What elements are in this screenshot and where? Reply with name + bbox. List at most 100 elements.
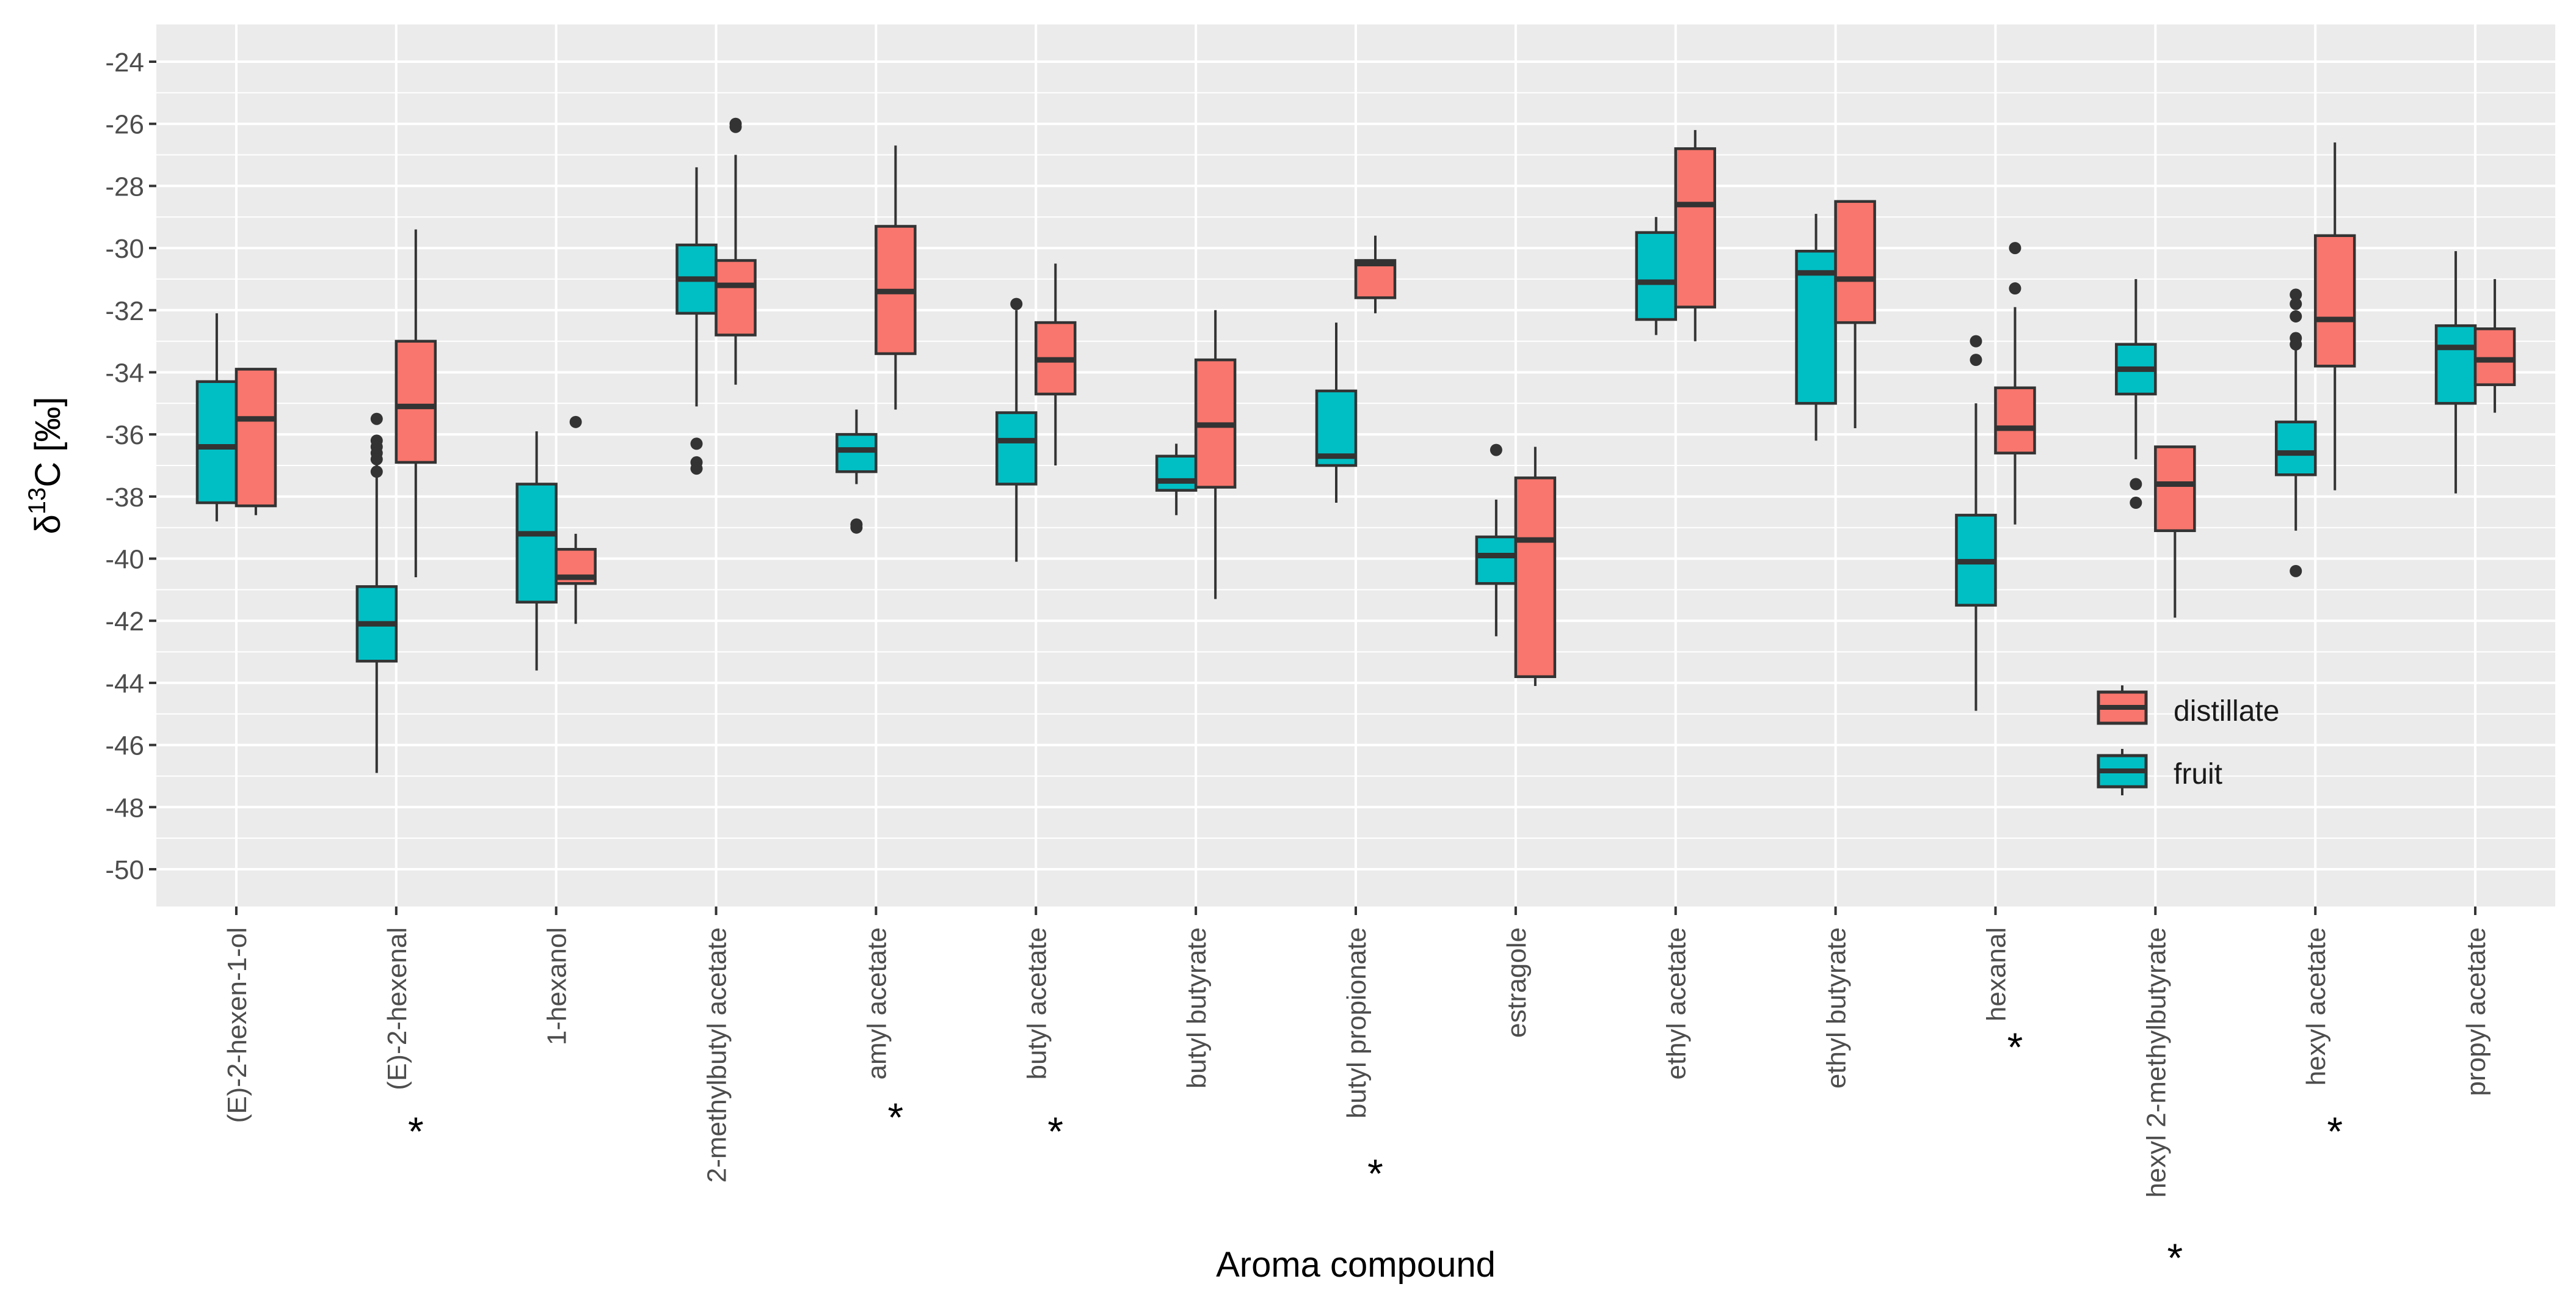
y-tick-label: -48 xyxy=(105,793,144,823)
y-tick-label: -38 xyxy=(105,483,144,513)
x-tick-label: butyl acetate xyxy=(1022,927,1052,1080)
box-body xyxy=(235,368,277,508)
significance-asterisk: * xyxy=(2007,1024,2023,1070)
x-axis-title: Aroma compound xyxy=(1216,1245,1496,1285)
x-tick-label: ethyl acetate xyxy=(1662,927,1692,1080)
legend-label-distillate: distillate xyxy=(2174,695,2279,728)
significance-asterisk: * xyxy=(2167,1235,2183,1280)
box-distillate xyxy=(235,368,277,516)
box-body xyxy=(1354,259,1397,299)
outlier-point xyxy=(2290,297,2302,310)
y-tick-label: -50 xyxy=(105,855,144,885)
y-tick-label: -44 xyxy=(105,669,144,699)
box-fruit xyxy=(675,167,718,475)
legend-label-fruit: fruit xyxy=(2174,758,2222,790)
box-fruit xyxy=(2274,288,2317,577)
box-distillate xyxy=(1035,263,1077,465)
box-fruit xyxy=(1155,443,1198,516)
box-fruit xyxy=(1635,217,1677,335)
box-body xyxy=(1514,476,1557,678)
box-body xyxy=(995,411,1038,486)
box-body xyxy=(1834,200,1876,324)
box-fruit xyxy=(515,431,558,671)
box-fruit xyxy=(1315,323,1358,503)
box-body xyxy=(2434,324,2477,405)
box-fruit xyxy=(1795,214,1837,441)
box-body xyxy=(2274,420,2317,476)
box-fruit xyxy=(835,409,878,534)
y-tick-label: -46 xyxy=(105,731,144,761)
x-tick-label: 1-hexanol xyxy=(542,927,572,1045)
box-body xyxy=(1674,147,1716,308)
box-fruit xyxy=(355,412,398,773)
outlier-point xyxy=(2290,338,2302,351)
y-tick-label: -32 xyxy=(105,296,144,326)
x-tick-label: amyl acetate xyxy=(862,927,892,1079)
box-distillate xyxy=(1514,447,1557,686)
x-tick-label: (E)-2-hexenal xyxy=(382,927,412,1090)
boxes-layer xyxy=(195,117,2516,773)
y-tick-label: -30 xyxy=(105,234,144,264)
y-tick-label: -40 xyxy=(105,545,144,575)
y-axis-title-delta: δ xyxy=(28,514,68,534)
significance-asterisk: * xyxy=(2327,1109,2343,1154)
outlier-point xyxy=(1010,297,1023,310)
x-tick-label: estragole xyxy=(1502,927,1532,1038)
outlier-point xyxy=(370,453,383,465)
box-body xyxy=(1155,454,1198,492)
x-tick-label: ethyl butyrate xyxy=(1822,927,1852,1089)
x-tick-label: butyl butyrate xyxy=(1182,927,1212,1089)
x-tick-label: hexyl acetate xyxy=(2301,927,2331,1085)
box-body xyxy=(2313,234,2356,368)
x-tick-label: 2-methylbutyl acetate xyxy=(702,927,732,1183)
y-tick-label: -42 xyxy=(105,607,144,637)
outlier-point xyxy=(370,412,383,425)
y-axis-title-rest: C [‰] xyxy=(28,396,68,487)
box-body xyxy=(195,380,238,505)
outlier-point xyxy=(690,437,703,450)
outlier-point xyxy=(2130,478,2142,491)
box-body xyxy=(1315,389,1358,467)
box-distillate xyxy=(1194,310,1237,599)
legend: distillate fruit xyxy=(2097,685,2279,795)
y-tick-label: -26 xyxy=(105,110,144,140)
x-tick-label: hexyl 2-methylbutyrate xyxy=(2141,927,2171,1198)
outlier-point xyxy=(2130,497,2142,509)
significance-asterisk: * xyxy=(1367,1151,1383,1196)
y-tick-label: -24 xyxy=(105,48,144,78)
outlier-point xyxy=(2009,242,2021,255)
significance-asterisk: * xyxy=(1047,1109,1063,1154)
box-body xyxy=(2473,327,2516,387)
box-body xyxy=(715,259,757,337)
box-fruit xyxy=(995,297,1038,562)
x-tick-label: hexanal xyxy=(1981,927,2011,1021)
box-distillate xyxy=(1994,242,2036,525)
significance-asterisk: * xyxy=(408,1109,424,1154)
y-axis-title: δ13C [‰] xyxy=(24,396,68,534)
box-body xyxy=(1795,249,1837,405)
y-tick-label: -34 xyxy=(105,358,144,388)
box-distillate xyxy=(555,415,597,624)
box-distillate xyxy=(395,229,437,578)
box-distillate xyxy=(1674,130,1716,341)
outlier-point xyxy=(729,120,742,133)
legend-key-distillate: distillate xyxy=(2097,685,2279,728)
box-body xyxy=(395,340,437,464)
box-distillate xyxy=(1354,235,1397,313)
y-tick-label: -28 xyxy=(105,172,144,202)
outlier-point xyxy=(2290,310,2302,323)
box-distillate xyxy=(2313,142,2356,491)
outlier-point xyxy=(569,415,582,428)
outlier-point xyxy=(690,462,703,475)
y-axis-title-superscript: 13 xyxy=(24,487,51,515)
box-distillate xyxy=(875,145,917,410)
box-body xyxy=(2154,445,2196,533)
y-axis: -24 -26 -28 -30 -32 -34 -36 -38 -40 -42 -44 -46 -48 -… xyxy=(105,48,156,885)
box-distillate xyxy=(2473,279,2516,413)
box-distillate xyxy=(2154,445,2196,618)
box-fruit xyxy=(2434,251,2477,494)
box-distillate xyxy=(715,117,757,385)
box-fruit xyxy=(1955,335,1997,711)
outlier-point xyxy=(2290,288,2302,301)
